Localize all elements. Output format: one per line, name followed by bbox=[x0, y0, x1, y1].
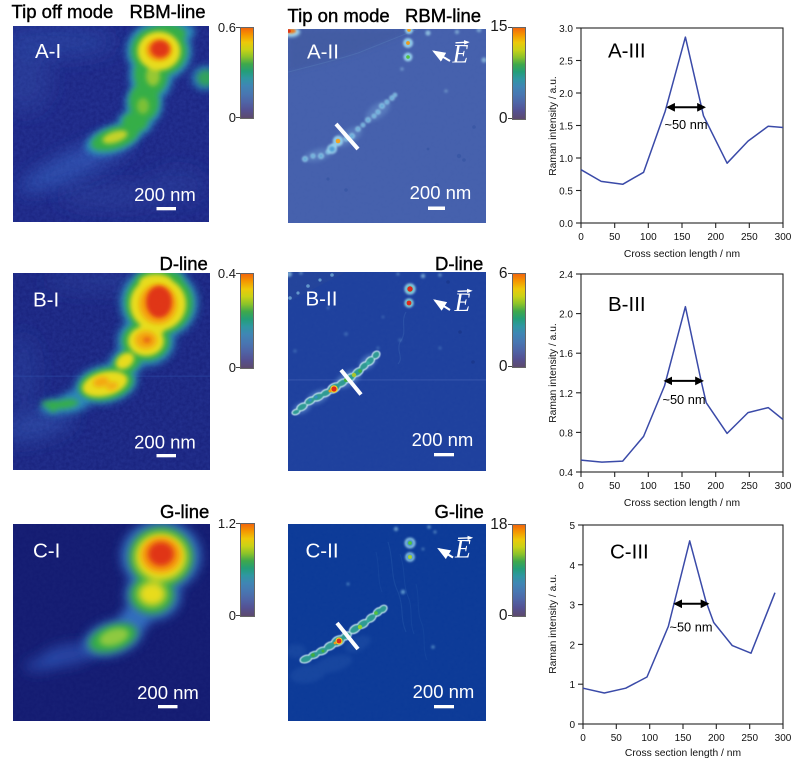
svg-text:300: 300 bbox=[775, 733, 792, 744]
svg-text:100: 100 bbox=[641, 733, 658, 744]
svg-text:150: 150 bbox=[675, 733, 692, 744]
svg-text:0: 0 bbox=[580, 733, 586, 744]
svg-text:150: 150 bbox=[674, 232, 691, 243]
svg-text:0.0: 0.0 bbox=[559, 219, 573, 230]
svg-text:C-III: C-III bbox=[610, 541, 649, 564]
svg-text:250: 250 bbox=[741, 481, 758, 492]
svg-text:Cross section length / nm: Cross section length / nm bbox=[624, 498, 740, 509]
svg-text:0.5: 0.5 bbox=[559, 187, 573, 198]
svg-text:2.4: 2.4 bbox=[559, 270, 573, 281]
svg-text:E: E bbox=[454, 535, 471, 564]
svg-text:250: 250 bbox=[741, 232, 758, 243]
svg-text:150: 150 bbox=[674, 481, 691, 492]
svg-text:1: 1 bbox=[569, 680, 575, 691]
svg-text:200 nm: 200 nm bbox=[412, 429, 474, 450]
svg-text:50: 50 bbox=[609, 232, 621, 243]
svg-text:Raman intensity / a.u.: Raman intensity / a.u. bbox=[548, 323, 559, 423]
svg-text:200: 200 bbox=[707, 481, 724, 492]
svg-text:E: E bbox=[452, 40, 469, 69]
svg-text:C-I: C-I bbox=[33, 540, 60, 563]
svg-text:3.0: 3.0 bbox=[559, 24, 573, 35]
svg-text:0.4: 0.4 bbox=[559, 468, 573, 479]
svg-text:0.8: 0.8 bbox=[559, 428, 573, 439]
svg-text:300: 300 bbox=[775, 232, 792, 243]
svg-text:200 nm: 200 nm bbox=[410, 182, 472, 203]
svg-text:200 nm: 200 nm bbox=[137, 682, 199, 703]
svg-text:200: 200 bbox=[708, 733, 725, 744]
svg-text:A-I: A-I bbox=[35, 40, 61, 63]
svg-text:B-I: B-I bbox=[33, 289, 59, 312]
svg-text:200 nm: 200 nm bbox=[134, 432, 196, 453]
svg-text:B-II: B-II bbox=[306, 288, 338, 311]
svg-text:Raman intensity / a.u.: Raman intensity / a.u. bbox=[548, 574, 559, 674]
svg-text:~50 nm: ~50 nm bbox=[664, 117, 707, 132]
svg-text:100: 100 bbox=[640, 481, 657, 492]
svg-text:200 nm: 200 nm bbox=[413, 681, 475, 702]
svg-text:E: E bbox=[454, 288, 471, 317]
svg-text:2: 2 bbox=[569, 640, 575, 651]
svg-text:2.0: 2.0 bbox=[559, 310, 573, 321]
svg-text:A-II: A-II bbox=[307, 41, 339, 64]
svg-text:5: 5 bbox=[569, 521, 575, 532]
svg-text:200: 200 bbox=[707, 232, 724, 243]
svg-text:1.6: 1.6 bbox=[559, 349, 573, 360]
svg-text:Raman intensity / a.u.: Raman intensity / a.u. bbox=[548, 76, 559, 176]
svg-text:300: 300 bbox=[775, 481, 792, 492]
svg-text:2.0: 2.0 bbox=[559, 89, 573, 100]
svg-text:B-III: B-III bbox=[608, 293, 646, 316]
svg-text:50: 50 bbox=[611, 733, 623, 744]
svg-text:C-II: C-II bbox=[306, 540, 339, 563]
svg-text:Cross section length / nm: Cross section length / nm bbox=[624, 249, 740, 260]
svg-text:100: 100 bbox=[640, 232, 657, 243]
svg-text:0: 0 bbox=[569, 720, 575, 731]
svg-text:~50 nm: ~50 nm bbox=[669, 620, 712, 635]
svg-text:200 nm: 200 nm bbox=[134, 184, 196, 205]
svg-text:~50 nm: ~50 nm bbox=[662, 392, 705, 407]
svg-text:1.0: 1.0 bbox=[559, 154, 573, 165]
svg-text:4: 4 bbox=[569, 561, 575, 572]
svg-text:0: 0 bbox=[578, 232, 584, 243]
svg-text:Cross section length / nm: Cross section length / nm bbox=[625, 748, 741, 759]
svg-text:1.2: 1.2 bbox=[559, 389, 573, 400]
svg-text:0: 0 bbox=[578, 481, 584, 492]
svg-text:250: 250 bbox=[741, 733, 758, 744]
svg-text:A-III: A-III bbox=[608, 40, 646, 63]
svg-text:3: 3 bbox=[569, 601, 575, 612]
svg-text:50: 50 bbox=[609, 481, 621, 492]
svg-text:1.5: 1.5 bbox=[559, 122, 573, 133]
svg-text:2.5: 2.5 bbox=[559, 57, 573, 68]
